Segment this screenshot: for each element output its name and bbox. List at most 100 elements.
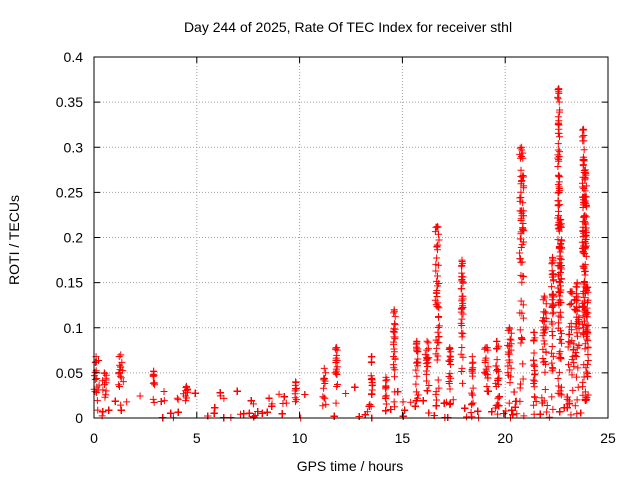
data-point bbox=[549, 308, 557, 316]
data-point bbox=[573, 307, 581, 315]
data-point bbox=[459, 379, 467, 387]
data-point bbox=[216, 389, 224, 397]
data-point bbox=[557, 299, 565, 307]
data-point bbox=[582, 193, 590, 201]
data-point bbox=[459, 259, 467, 267]
data-point bbox=[556, 201, 564, 209]
data-point bbox=[506, 325, 514, 333]
data-point bbox=[574, 364, 582, 372]
data-point bbox=[583, 368, 591, 376]
y-tick-labels: 0 0.05 0.1 0.15 0.2 0.25 0.3 0.35 0.4 bbox=[56, 49, 83, 426]
data-point bbox=[508, 406, 516, 414]
data-point bbox=[381, 393, 389, 401]
data-point bbox=[554, 162, 562, 170]
data-point bbox=[99, 408, 107, 416]
data-point bbox=[584, 370, 592, 378]
data-point bbox=[582, 364, 590, 372]
data-point bbox=[510, 388, 518, 396]
data-point bbox=[557, 215, 565, 223]
data-point bbox=[545, 413, 553, 421]
data-point bbox=[291, 398, 299, 406]
data-point bbox=[116, 383, 124, 391]
data-point bbox=[555, 183, 563, 191]
data-point bbox=[575, 324, 583, 332]
data-point bbox=[530, 371, 538, 379]
data-point bbox=[517, 380, 525, 388]
data-point bbox=[433, 254, 441, 262]
data-point bbox=[414, 391, 422, 399]
data-point bbox=[423, 346, 431, 354]
data-point bbox=[412, 397, 420, 405]
data-point bbox=[483, 344, 491, 352]
data-point bbox=[458, 295, 466, 303]
data-point bbox=[556, 292, 564, 300]
data-point bbox=[548, 342, 556, 350]
data-point bbox=[574, 317, 582, 325]
data-point bbox=[101, 369, 109, 377]
data-point bbox=[458, 275, 466, 283]
data-point bbox=[332, 399, 340, 407]
data-point bbox=[220, 394, 228, 402]
data-point bbox=[469, 399, 477, 407]
data-point bbox=[391, 312, 399, 320]
y-tick-label: 0 bbox=[75, 410, 83, 426]
data-point bbox=[554, 188, 562, 196]
data-point bbox=[556, 348, 564, 356]
data-point bbox=[174, 408, 182, 416]
data-point bbox=[368, 358, 376, 366]
data-point bbox=[540, 337, 548, 345]
data-point bbox=[433, 242, 441, 250]
data-point bbox=[368, 374, 376, 382]
data-point bbox=[275, 390, 283, 398]
data-point bbox=[566, 288, 574, 296]
x-tick-label: 25 bbox=[600, 430, 616, 446]
data-point bbox=[94, 406, 102, 414]
data-point bbox=[540, 314, 548, 322]
data-point bbox=[301, 391, 309, 399]
data-point bbox=[435, 322, 443, 330]
data-point bbox=[554, 140, 562, 148]
data-point bbox=[541, 340, 549, 348]
data-point bbox=[518, 336, 526, 344]
data-point bbox=[391, 388, 399, 396]
data-point bbox=[530, 360, 538, 368]
data-point bbox=[280, 393, 288, 401]
data-point bbox=[319, 402, 327, 410]
data-point bbox=[319, 393, 327, 401]
data-point bbox=[554, 197, 562, 205]
x-tick-label: 15 bbox=[395, 430, 411, 446]
data-point bbox=[468, 365, 476, 373]
data-point bbox=[447, 360, 455, 368]
data-point bbox=[494, 377, 502, 385]
data-point bbox=[560, 404, 568, 412]
data-point bbox=[424, 345, 432, 353]
x-tick-label: 0 bbox=[90, 430, 98, 446]
data-point bbox=[565, 330, 573, 338]
data-point bbox=[250, 413, 258, 421]
data-point bbox=[548, 290, 556, 298]
data-point bbox=[518, 241, 526, 249]
data-point bbox=[517, 339, 525, 347]
data-point bbox=[579, 183, 587, 191]
data-point bbox=[423, 337, 431, 345]
data-point bbox=[468, 359, 476, 367]
data-point bbox=[505, 356, 513, 364]
data-point bbox=[530, 349, 538, 357]
data-point bbox=[391, 335, 399, 343]
data-point bbox=[390, 398, 398, 406]
data-point bbox=[582, 252, 590, 260]
data-point bbox=[492, 367, 500, 375]
data-point bbox=[584, 357, 592, 364]
data-point bbox=[115, 370, 123, 378]
data-point bbox=[540, 308, 548, 316]
data-point bbox=[102, 387, 110, 395]
data-point bbox=[518, 309, 526, 317]
data-point bbox=[119, 378, 127, 386]
data-point bbox=[517, 255, 525, 263]
data-point bbox=[105, 406, 113, 414]
data-point bbox=[391, 355, 399, 363]
data-point bbox=[493, 356, 501, 364]
data-point bbox=[555, 312, 563, 320]
data-point bbox=[149, 379, 157, 387]
